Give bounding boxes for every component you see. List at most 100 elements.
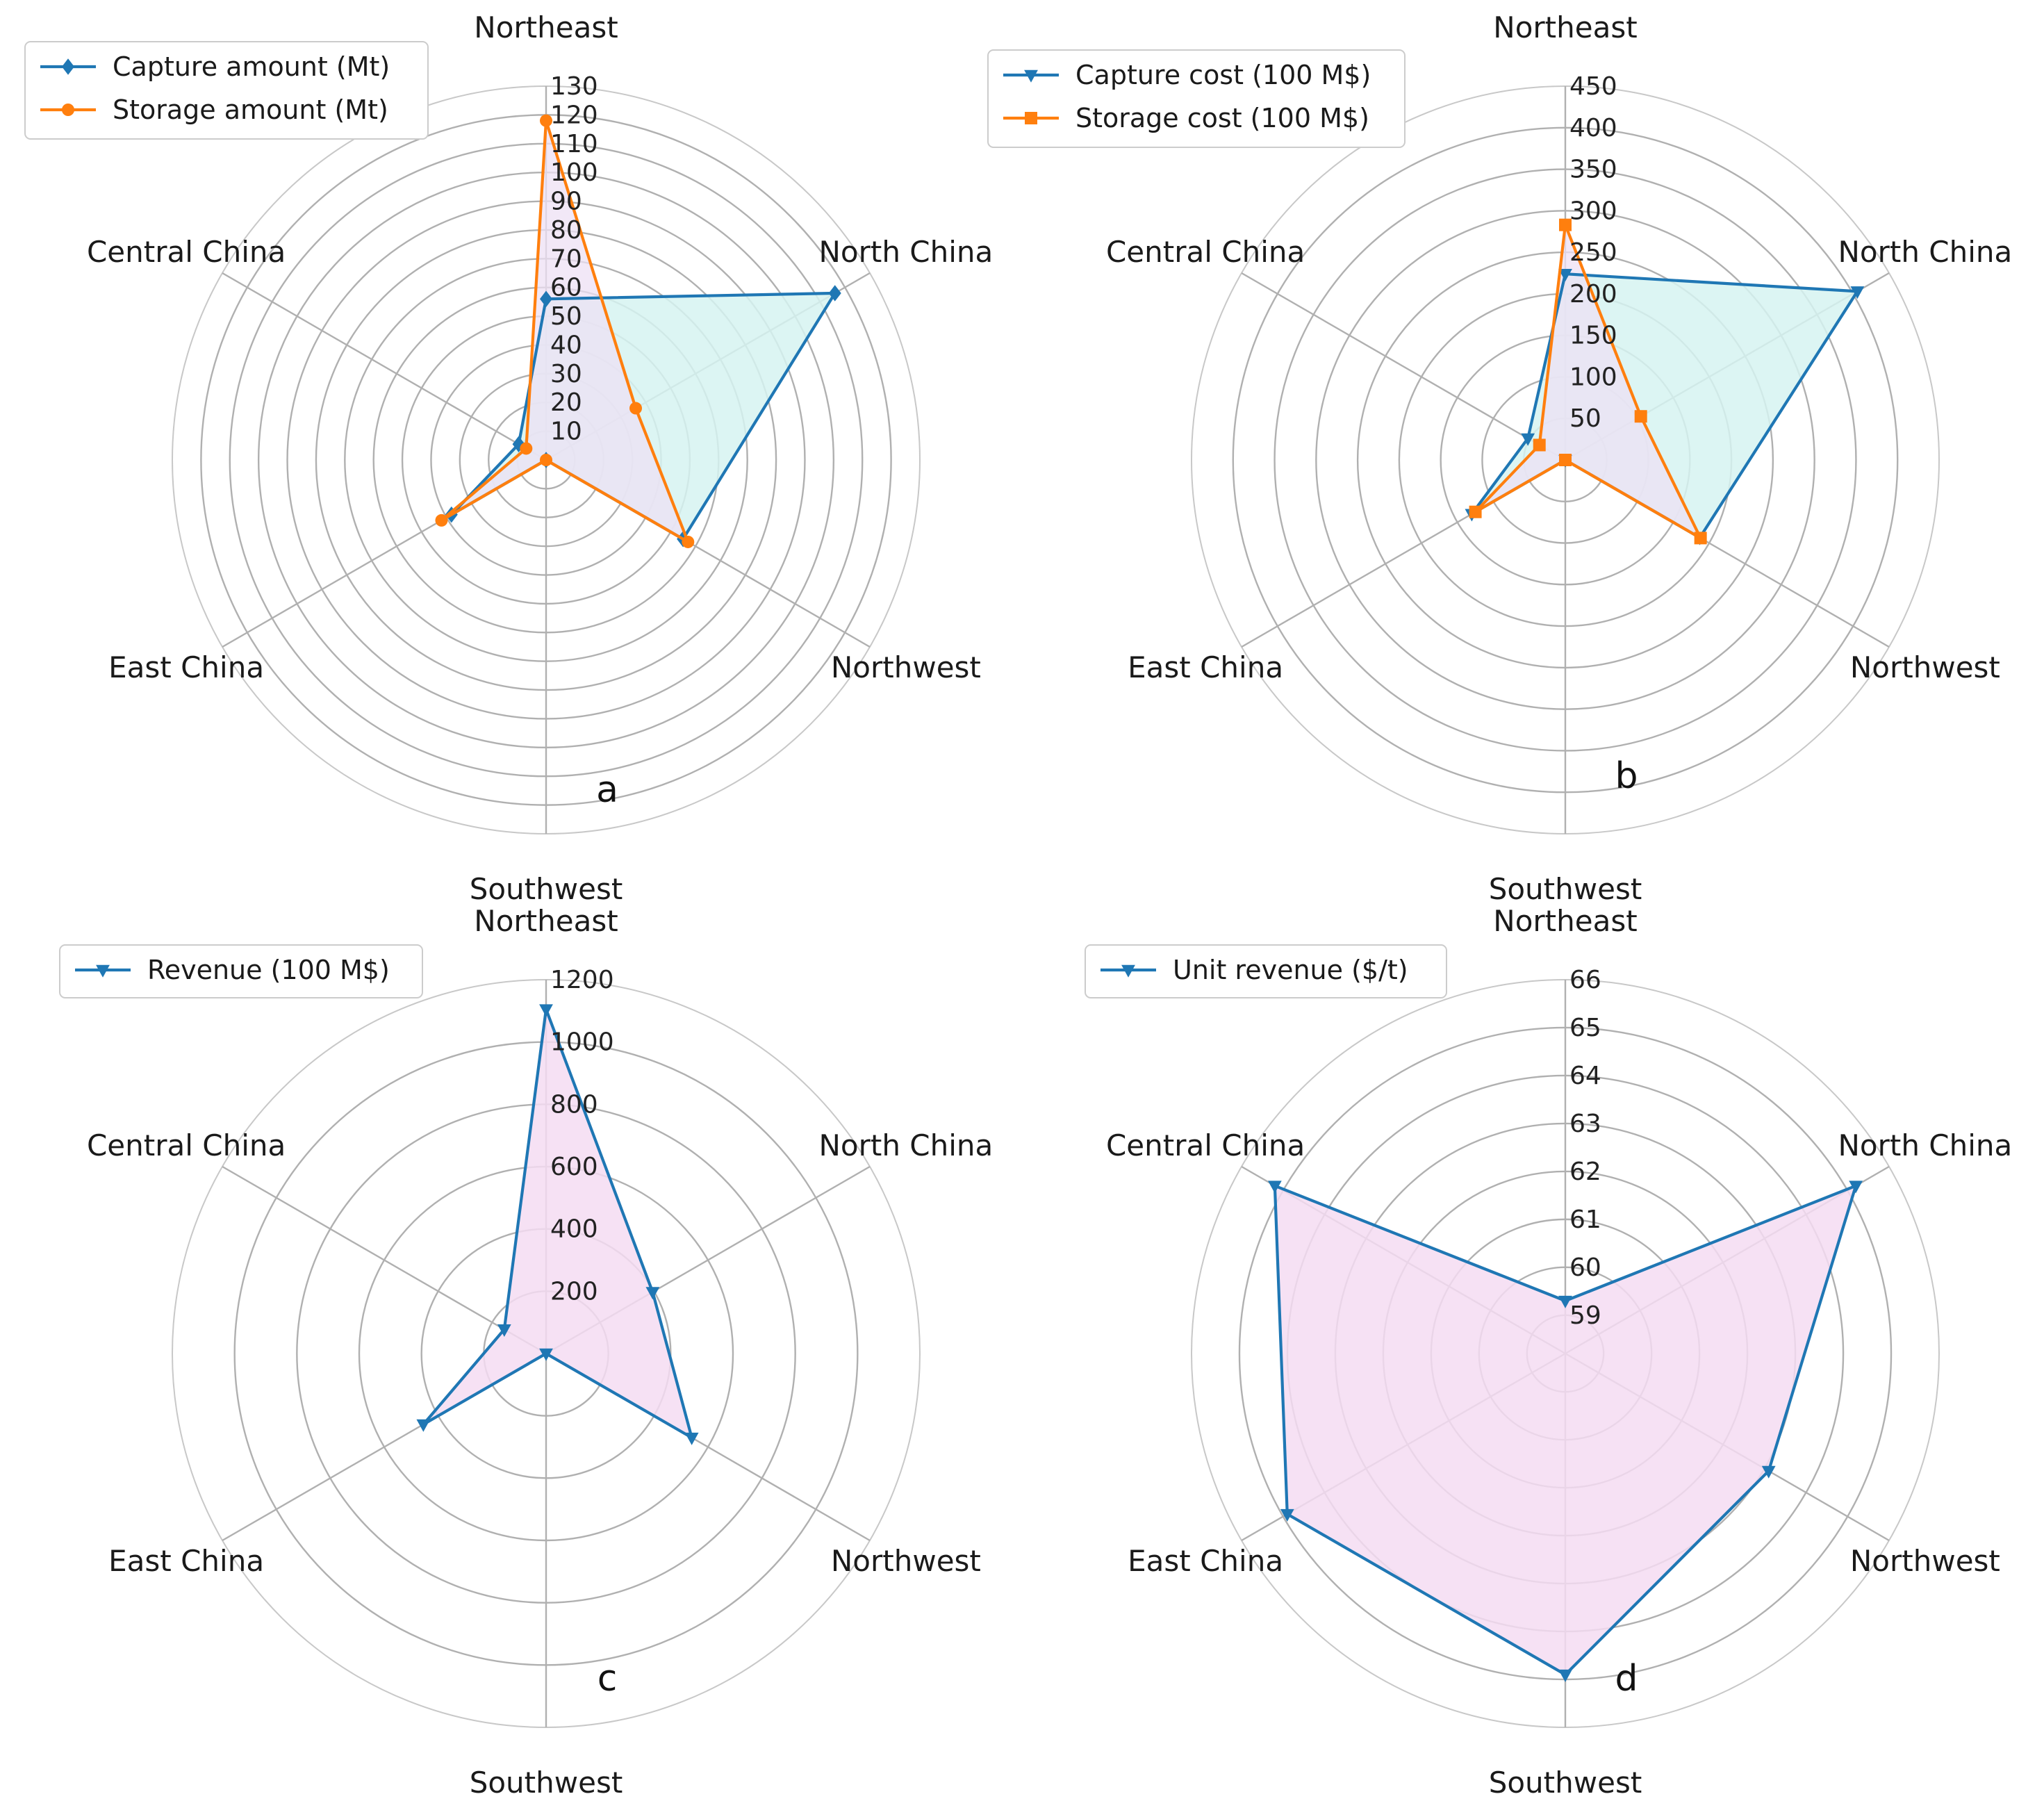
category-label-northwest: Northwest <box>831 1544 981 1578</box>
category-label-northwest: Northwest <box>1850 1544 2000 1578</box>
data-point-storage-amount-mt-east-china <box>435 513 448 527</box>
radial-tick-label: 150 <box>1569 322 1617 350</box>
data-point-storage-cost-100-m-north-china <box>1634 410 1647 423</box>
data-point-capture-amount-mt-central-china <box>512 436 525 452</box>
data-point-revenue-100-m-north-china <box>645 1287 660 1300</box>
radial-tick-label: 120 <box>550 101 598 129</box>
category-label-central-china: Central China <box>1106 235 1305 269</box>
data-point-capture-amount-mt-northeast <box>540 290 552 307</box>
radial-tick-label: 400 <box>1569 114 1617 142</box>
legend-label-storage-cost-100-m: Storage cost (100 M$) <box>1075 103 1369 133</box>
radial-tick-label: 70 <box>550 245 582 273</box>
radial-tick-label: 62 <box>1569 1158 1601 1186</box>
legend-label-capture-amount-mt: Capture amount (Mt) <box>113 51 390 82</box>
category-label-central-china: Central China <box>87 1128 286 1162</box>
legend: Revenue (100 M$) <box>59 944 423 998</box>
category-label-east-china: East China <box>1128 1544 1283 1578</box>
data-point-revenue-100-m-east-china <box>416 1419 431 1432</box>
data-point-unit-revenue-t-central-china <box>1267 1181 1282 1194</box>
category-label-north-china: North China <box>1838 1128 2012 1162</box>
radial-tick-label: 450 <box>1569 72 1617 101</box>
radial-tick-label: 60 <box>550 274 582 302</box>
radial-tick-label: 63 <box>1569 1110 1601 1138</box>
radial-tick-label: 200 <box>1569 280 1617 309</box>
category-label-northeast: Northeast <box>474 904 618 938</box>
category-label-north-china: North China <box>1838 235 2012 269</box>
data-point-storage-cost-100-m-northeast <box>1559 218 1572 231</box>
category-label-east-china: East China <box>108 1544 264 1578</box>
legend-frame <box>1085 944 1447 998</box>
series-fill-unit-revenue-t <box>1274 1185 1856 1675</box>
radial-tick-label: 90 <box>550 188 582 216</box>
category-label-north-china: North China <box>818 235 993 269</box>
legend-marker-unit-revenue-t <box>1121 964 1135 978</box>
radial-tick-label: 110 <box>550 130 598 158</box>
data-point-unit-revenue-t-southwest <box>1558 1669 1572 1682</box>
data-point-storage-amount-mt-northwest <box>682 535 695 548</box>
data-point-storage-amount-mt-northeast <box>540 114 552 127</box>
legend-label-revenue-100-m: Revenue (100 M$) <box>147 955 390 985</box>
panel-letter: a <box>596 769 618 811</box>
series-fill-revenue-100-m <box>423 1009 692 1438</box>
radial-tick-label: 100 <box>550 158 598 187</box>
radial-tick-label: 20 <box>550 388 582 417</box>
radar-panel-c: 200 400 600 800 1000 1200 Northeast North China… <box>59 904 993 1800</box>
radial-tick-label: 30 <box>550 360 582 388</box>
data-point-unit-revenue-t-northwest <box>1761 1465 1776 1479</box>
category-label-southwest: Southwest <box>1489 1766 1642 1800</box>
radial-tick-label: 65 <box>1569 1014 1601 1042</box>
radial-tick-label: 1000 <box>550 1028 614 1057</box>
data-point-storage-cost-100-m-central-china <box>1533 438 1546 452</box>
legend-marker-revenue-100-m <box>96 964 110 978</box>
radial-tick-label: 100 <box>1569 363 1617 391</box>
data-point-storage-cost-100-m-east-china <box>1469 505 1482 518</box>
radial-tick-label: 250 <box>1569 238 1617 267</box>
axis-spoke <box>222 1165 547 1355</box>
legend-frame <box>59 944 423 998</box>
radial-tick-label: 66 <box>1569 966 1601 994</box>
data-point-capture-cost-100-m-northeast <box>1558 268 1572 281</box>
radial-tick-label: 80 <box>550 216 582 245</box>
radial-tick-label: 40 <box>550 331 582 359</box>
category-label-southwest: Southwest <box>470 872 623 906</box>
data-point-storage-amount-mt-central-china <box>520 442 533 455</box>
panel-letter: d <box>1615 1658 1638 1700</box>
panel-letter: b <box>1615 755 1638 797</box>
axis-spoke <box>222 272 547 461</box>
legend-marker-storage-amount-mt <box>62 104 74 116</box>
data-point-capture-cost-100-m-north-china <box>1850 286 1865 299</box>
panel-letter: c <box>597 1658 618 1700</box>
series-fill-storage-amount-mt <box>441 120 689 542</box>
category-label-central-china: Central China <box>87 235 286 269</box>
category-label-northeast: Northeast <box>474 10 618 44</box>
radial-tick-label: 800 <box>550 1090 598 1119</box>
category-label-north-china: North China <box>818 1128 993 1162</box>
radial-tick-label: 130 <box>550 72 598 101</box>
radar-panel-b: 50 100 150 200 250 300 350 400 450 Northeast North… <box>987 10 2012 906</box>
data-point-unit-revenue-t-north-china <box>1849 1181 1863 1194</box>
category-label-east-china: East China <box>108 650 264 684</box>
radar-panel-d: 59 60 61 62 63 64 65 66 Northeast North China Nort… <box>1085 904 2012 1800</box>
data-point-unit-revenue-t-northeast <box>1558 1295 1572 1308</box>
series-fill-storage-cost-100-m <box>1475 224 1701 538</box>
radial-tick-label: 200 <box>550 1277 598 1306</box>
legend-frame <box>987 49 1406 148</box>
category-label-northeast: Northeast <box>1493 10 1637 44</box>
legend-frame <box>24 41 429 140</box>
radial-tick-label: 1200 <box>550 966 614 994</box>
category-label-southwest: Southwest <box>470 1766 623 1800</box>
radial-tick-label: 400 <box>550 1215 598 1244</box>
legend: Unit revenue ($/t) <box>1085 944 1447 998</box>
radial-tick-label: 10 <box>550 418 582 446</box>
axis-spoke <box>1241 272 1566 461</box>
data-point-storage-amount-mt-southwest <box>540 454 552 466</box>
data-point-revenue-100-m-northeast <box>539 1004 553 1017</box>
radial-tick-label: 600 <box>550 1153 598 1181</box>
legend-marker-storage-cost-100-m <box>1025 112 1037 124</box>
legend-marker-capture-cost-100-m <box>1024 69 1038 83</box>
legend-label-capture-cost-100-m: Capture cost (100 M$) <box>1075 60 1371 90</box>
data-point-unit-revenue-t-east-china <box>1280 1508 1294 1522</box>
radial-tick-label: 300 <box>1569 197 1617 225</box>
legend-label-unit-revenue-t: Unit revenue ($/t) <box>1173 955 1408 985</box>
radial-tick-label: 64 <box>1569 1062 1601 1090</box>
